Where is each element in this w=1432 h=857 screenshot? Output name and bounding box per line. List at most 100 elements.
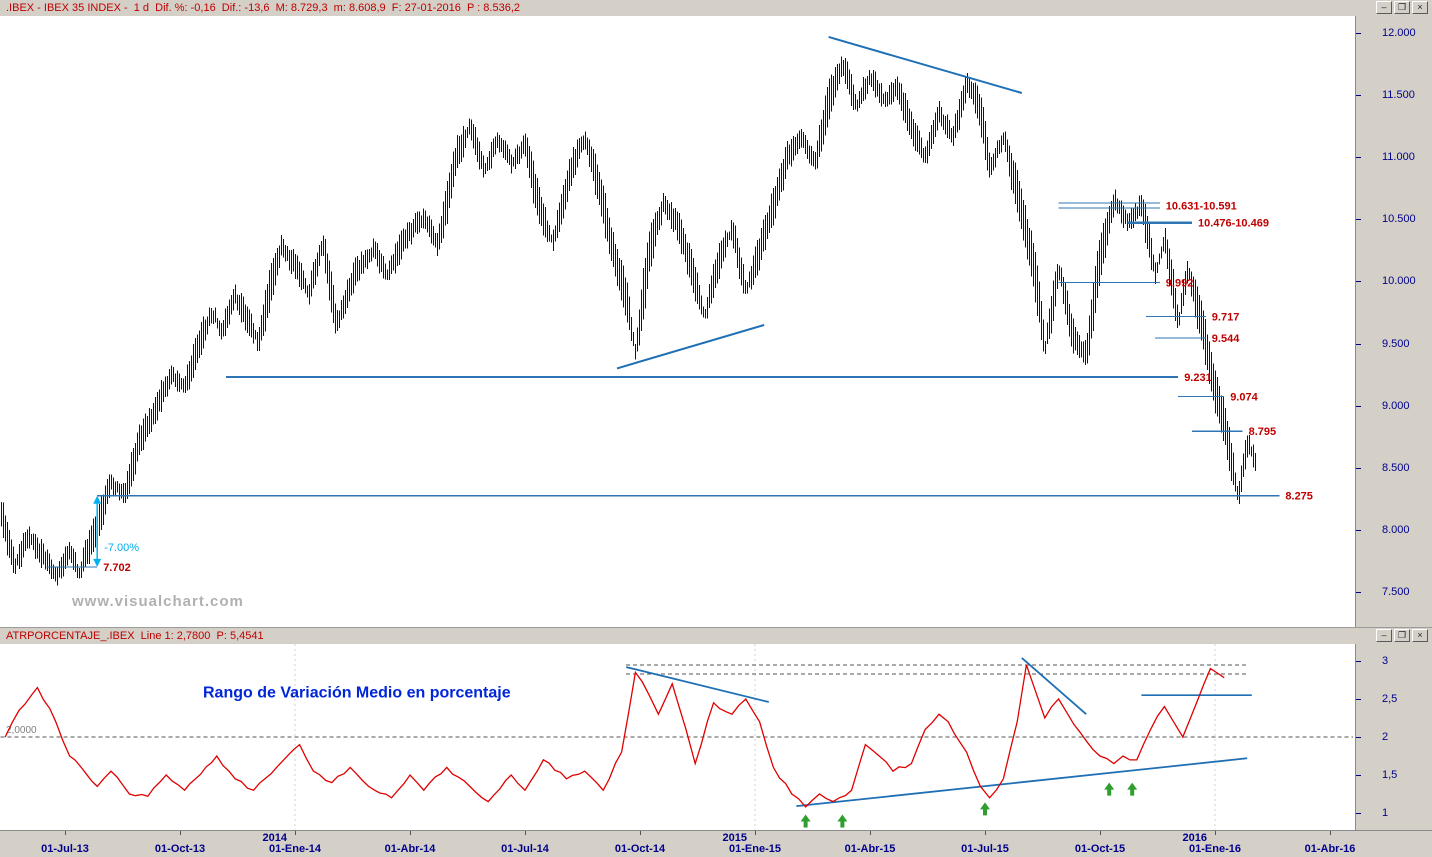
measure-label: -7.00%: [104, 542, 139, 554]
restore-icon[interactable]: ❐: [1394, 1, 1410, 14]
close-icon[interactable]: ×: [1412, 629, 1428, 642]
price-tick-mark: [1356, 157, 1361, 159]
indicator-axis: 3 2,5 2 1,5 1: [1355, 644, 1432, 830]
price-window-titlebar: .IBEX - IBEX 35 INDEX - 1 d Dif. %: -0,1…: [0, 0, 1432, 16]
indicator-window-titlebar: ATRPORCENTAJE_.IBEX Line 1: 2,7800 P: 5,…: [0, 627, 1432, 644]
level-label: 7.702: [103, 562, 131, 574]
price-window-title: .IBEX - IBEX 35 INDEX - 1 d Dif. %: -0,1…: [6, 1, 520, 14]
price-chart-svg: www.visualchart.com 10.631-10.591 10.476-1…: [1, 36, 1313, 610]
time-tick-mark: [870, 831, 871, 835]
minimize-icon[interactable]: –: [1376, 1, 1392, 14]
time-tick-mark: [180, 831, 181, 835]
price-tick-label: 7.500: [1382, 586, 1410, 598]
time-tick-mark: [1100, 831, 1101, 835]
price-tick-mark: [1356, 405, 1361, 407]
indicator-tick-mark: [1356, 661, 1361, 662]
time-tick-label: 01-Abr-16: [1304, 843, 1356, 855]
time-tick-label: 01-Oct-13: [154, 843, 206, 855]
price-axis: 12.000 11.500 11.000 10.500 10.000 9.500 9.000…: [1355, 16, 1432, 627]
price-tick-mark: [1356, 592, 1361, 593]
price-bars: [1, 56, 1256, 586]
price-tick-label: 11.500: [1382, 89, 1415, 102]
time-tick-mark: [1330, 831, 1331, 835]
indicator-tick-mark: [1356, 699, 1361, 700]
time-tick-label: 01-Jul-15: [961, 843, 1009, 855]
price-tick-mark: [1356, 343, 1361, 345]
time-tick-mark: [640, 831, 641, 835]
year-label: 2016: [1182, 832, 1207, 844]
up-arrow-icon: [837, 814, 848, 828]
price-tick-mark: [1356, 95, 1361, 97]
indicator-tick-label: 2: [1382, 731, 1389, 743]
time-tick-mark: [65, 831, 66, 835]
up-arrow-icon: [980, 802, 990, 816]
level-label: 9.074: [1230, 391, 1258, 403]
price-tick-label: 9.000: [1382, 399, 1410, 412]
measure-arrowhead-bottom: [93, 558, 102, 567]
atr-line: [4, 664, 1225, 808]
price-tick-label: 10.000: [1382, 275, 1416, 288]
level-label: 9.992: [1166, 277, 1194, 289]
price-tick-mark: [1356, 219, 1361, 221]
time-tick-label: 01-Abr-15: [844, 843, 896, 855]
price-tick-label: 10.500: [1382, 213, 1416, 226]
time-tick-mark: [410, 831, 411, 835]
indicator-tick-label: 1: [1382, 807, 1389, 819]
indicator-tick-mark: [1356, 813, 1361, 814]
time-tick-label: 01-Jul-14: [501, 843, 549, 855]
indicator-window-controls: – ❐ ×: [1376, 629, 1428, 642]
price-tick-label: 9.500: [1382, 337, 1410, 350]
indicator-tick-label: 1,5: [1382, 769, 1398, 781]
indicator-tick-label: 2,5: [1382, 693, 1398, 705]
level-label: 9.717: [1212, 312, 1240, 324]
time-tick-mark: [295, 831, 296, 835]
level-label: 10.631-10.591: [1166, 201, 1237, 213]
time-tick-label: 01-Oct-14: [614, 843, 666, 855]
price-chart-area[interactable]: www.visualchart.com 10.631-10.591 10.476-1…: [0, 16, 1355, 627]
indicator-chart-area[interactable]: 2,0000 Rango de Variación Medio en porcen…: [0, 644, 1355, 830]
indicator-tick-mark: [1356, 775, 1361, 776]
indicator-chart-svg: 2,0000 Rango de Variación Medio en porcen…: [0, 644, 1353, 830]
price-tick-label: 11.000: [1382, 151, 1415, 164]
time-tick-label: 01-Jul-13: [41, 843, 89, 855]
level-label: 10.476-10.469: [1198, 218, 1269, 230]
minimize-icon[interactable]: –: [1376, 629, 1392, 642]
time-tick-mark: [525, 831, 526, 835]
measure-arrowhead-top: [93, 495, 102, 504]
trendline: [828, 36, 1023, 94]
price-tick-label: 8.500: [1382, 461, 1410, 474]
price-tick-label: 12.000: [1382, 27, 1416, 39]
indicator-window-title: ATRPORCENTAJE_.IBEX Line 1: 2,7800 P: 5,…: [6, 629, 264, 642]
price-tick-mark: [1356, 467, 1361, 469]
up-arrow-icon: [1127, 782, 1138, 796]
restore-icon[interactable]: ❐: [1394, 629, 1410, 642]
time-tick-mark: [985, 831, 986, 835]
trendline: [796, 757, 1248, 808]
trendline: [1021, 657, 1087, 715]
time-tick-label: 01-Oct-15: [1074, 843, 1126, 855]
up-arrow-icon: [800, 814, 811, 828]
year-label: 2014: [262, 832, 287, 844]
level-value-label: 2,0000: [6, 725, 37, 736]
time-axis: 01-Jul-13 01-Oct-13 01-Ene-14 01-Abr-14 01-J…: [0, 830, 1432, 857]
price-tick-mark: [1356, 33, 1361, 34]
close-icon[interactable]: ×: [1412, 1, 1428, 14]
price-window-controls: – ❐ ×: [1376, 1, 1428, 14]
trendline: [616, 323, 765, 370]
price-tick-mark: [1356, 529, 1361, 531]
watermark-text: www.visualchart.com: [71, 593, 244, 610]
level-label: 9.544: [1212, 333, 1240, 345]
price-tick-mark: [1356, 281, 1361, 283]
time-tick-label: 01-Ene-15: [729, 843, 781, 855]
time-tick-label: 01-Ene-14: [269, 843, 321, 855]
indicator-annotation: Rango de Variación Medio en porcentaje: [203, 684, 511, 701]
level-label: 8.795: [1249, 426, 1277, 438]
trendline: [625, 666, 770, 703]
time-tick-label: 01-Abr-14: [384, 843, 436, 855]
time-tick-mark: [755, 831, 756, 835]
level-label: 8.275: [1285, 491, 1313, 503]
indicator-tick-label: 3: [1382, 655, 1389, 667]
up-arrow-icon: [1104, 782, 1115, 796]
year-label: 2015: [722, 832, 747, 844]
price-tick-label: 8.000: [1382, 523, 1410, 536]
